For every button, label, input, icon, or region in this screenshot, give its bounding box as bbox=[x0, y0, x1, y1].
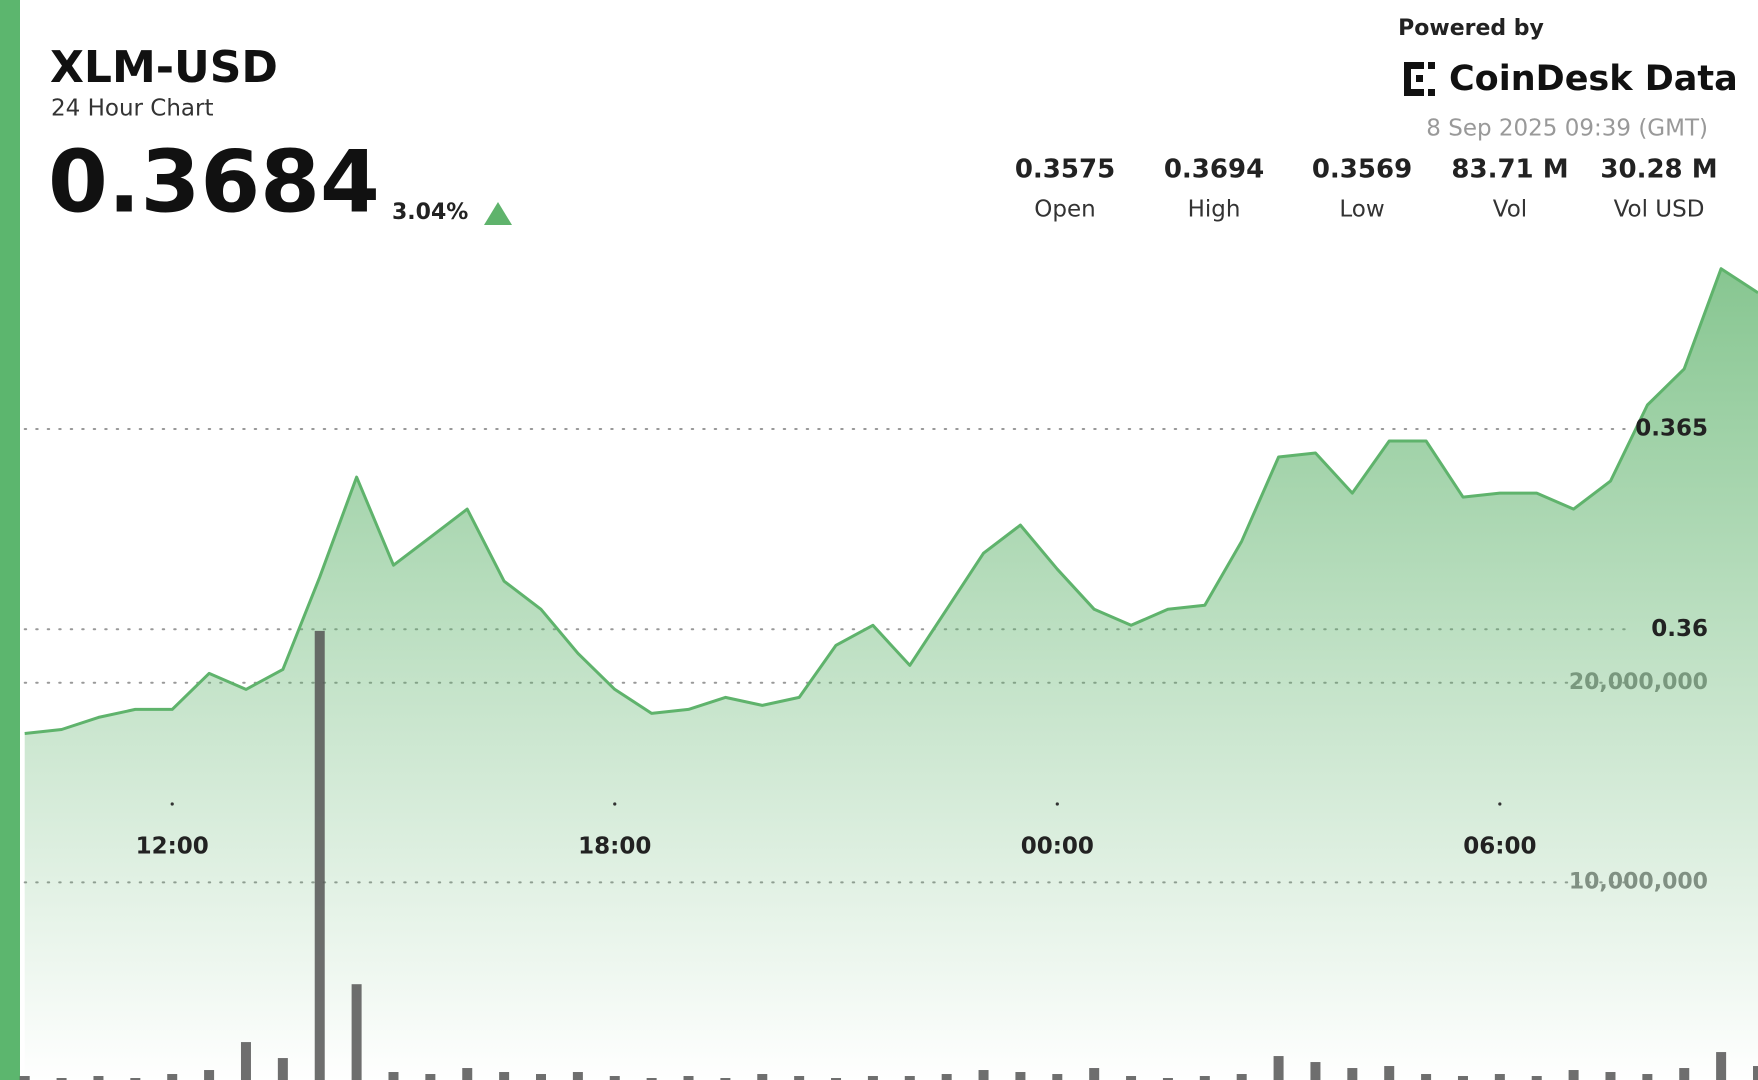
volume-bar bbox=[1089, 1068, 1100, 1080]
volume-bar bbox=[683, 1076, 694, 1080]
x-tick bbox=[1055, 802, 1059, 806]
x-tick-label: 00:00 bbox=[1021, 834, 1094, 860]
volume-bar bbox=[277, 1058, 288, 1080]
volume-bar bbox=[1273, 1056, 1284, 1080]
volume-bar bbox=[978, 1070, 989, 1080]
volume-bar bbox=[831, 1078, 842, 1080]
x-tick-label: 18:00 bbox=[578, 834, 651, 860]
volume-bar bbox=[1568, 1070, 1579, 1080]
volume-bar bbox=[1384, 1066, 1395, 1080]
volume-bar bbox=[1310, 1062, 1321, 1080]
timestamp: 8 Sep 2025 09:39 (GMT) bbox=[1426, 116, 1708, 142]
volume-bar bbox=[1347, 1068, 1358, 1080]
volume-bar bbox=[720, 1078, 731, 1080]
volume-bar bbox=[1236, 1074, 1247, 1080]
x-tick-label: 06:00 bbox=[1463, 834, 1536, 860]
powered-by: Powered by bbox=[1398, 16, 1544, 41]
volume-bar bbox=[1162, 1078, 1173, 1080]
x-tick bbox=[170, 802, 174, 806]
volume-bar bbox=[56, 1078, 67, 1080]
volume-bar bbox=[646, 1078, 657, 1080]
volume-bar bbox=[1199, 1076, 1210, 1080]
change: 3.04% bbox=[392, 200, 468, 225]
y-tick-label: 0.36 bbox=[1651, 616, 1708, 642]
stat-label: High bbox=[1188, 197, 1241, 223]
y-tick-label: 0.365 bbox=[1635, 415, 1708, 441]
volume-bar bbox=[609, 1076, 620, 1080]
volume-bar bbox=[425, 1074, 436, 1080]
stat-value: 0.3694 bbox=[1164, 155, 1264, 185]
volume-bar bbox=[904, 1076, 915, 1080]
stat-value: 83.71 M bbox=[1451, 155, 1568, 185]
stat-label: Low bbox=[1339, 197, 1384, 223]
brand-logo bbox=[1404, 62, 1435, 96]
volume-bar bbox=[794, 1076, 805, 1080]
brand: CoinDesk Data bbox=[1449, 59, 1738, 99]
price-area bbox=[24, 268, 1758, 1080]
volume-bar bbox=[1457, 1076, 1468, 1080]
volume-bar bbox=[314, 630, 325, 1080]
stat-label: Vol USD bbox=[1614, 197, 1705, 223]
stat-value: 30.28 M bbox=[1600, 155, 1717, 185]
x-tick bbox=[1498, 802, 1502, 806]
volume-bar bbox=[167, 1074, 178, 1080]
volume-bar bbox=[1126, 1076, 1137, 1080]
volume-bar bbox=[572, 1072, 583, 1080]
volume-bar bbox=[941, 1074, 952, 1080]
volume-bar bbox=[462, 1068, 473, 1080]
volume-bar bbox=[867, 1076, 878, 1080]
stat-label: Open bbox=[1034, 197, 1095, 223]
price: 0.3684 bbox=[48, 132, 380, 232]
volume-bar bbox=[351, 984, 362, 1080]
volume-bar bbox=[536, 1074, 547, 1080]
volume-bar bbox=[1679, 1068, 1690, 1080]
volume-bar bbox=[757, 1074, 768, 1080]
x-tick-label: 12:00 bbox=[136, 834, 209, 860]
stat-value: 0.3569 bbox=[1312, 155, 1412, 185]
volume-bar bbox=[1421, 1074, 1432, 1080]
subtitle: 24 Hour Chart bbox=[51, 96, 214, 122]
volume-bar bbox=[1015, 1072, 1026, 1080]
price-line bbox=[24, 267, 1758, 735]
volume-bar bbox=[1052, 1074, 1063, 1080]
volume-bar bbox=[130, 1078, 141, 1080]
volume-bar bbox=[1605, 1072, 1616, 1080]
volume-bar bbox=[1531, 1076, 1542, 1080]
volume-bar bbox=[93, 1076, 104, 1080]
volume-bar bbox=[1494, 1074, 1505, 1080]
volume-bar bbox=[19, 1076, 30, 1080]
volume-bar bbox=[1716, 1052, 1727, 1080]
volume-bar bbox=[1753, 1066, 1758, 1080]
volume-bar bbox=[204, 1070, 215, 1080]
volume-bar bbox=[499, 1072, 510, 1080]
x-tick bbox=[613, 802, 617, 806]
volume-bar bbox=[1642, 1074, 1653, 1080]
volume-bar bbox=[240, 1042, 251, 1080]
volume-bar bbox=[388, 1072, 399, 1080]
stat-label: Vol bbox=[1493, 197, 1527, 223]
stat-value: 0.3575 bbox=[1015, 155, 1115, 185]
accent-bar bbox=[0, 0, 20, 1080]
title: XLM-USD bbox=[50, 42, 278, 93]
up-arrow bbox=[484, 202, 512, 225]
